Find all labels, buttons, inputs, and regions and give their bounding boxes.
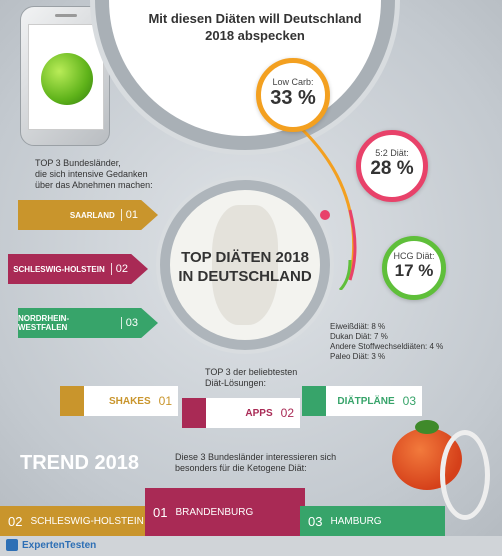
keto-state-3: 03 HAMBURG — [300, 506, 445, 536]
brand-icon — [6, 539, 18, 551]
solution-name: APPS — [245, 407, 273, 419]
keto-intro-line: Diese 3 Bundesländer interessieren sich — [175, 452, 337, 462]
bubble-value: 28 % — [370, 158, 414, 179]
other-diets: Eiweißdiät: 8 % Dukan Diät: 7 % Andere S… — [330, 322, 443, 362]
keto-num: 01 — [153, 504, 168, 520]
states-intro-line: über das Abnehmen machen: — [35, 180, 153, 190]
solution-num: 02 — [280, 406, 294, 420]
phone-screen — [28, 24, 104, 130]
bubble-label: HCG Diät: — [393, 251, 435, 261]
solutions-intro-line: TOP 3 der beliebtesten — [205, 367, 298, 377]
other-diet: Eiweißdiät: 8 % — [330, 322, 386, 331]
arc-dot — [320, 210, 330, 220]
states-intro-line: TOP 3 Bundesländer, — [35, 158, 121, 168]
phone-illustration — [20, 6, 110, 146]
state-arrow-1: SAARLAND 01 — [18, 200, 158, 230]
phone-speaker — [55, 14, 77, 17]
bubble-value: 17 % — [394, 261, 434, 280]
solution-shakes: SHAKES 01 — [60, 386, 178, 416]
bubble-label: 5:2 Diät: — [375, 148, 409, 158]
footer-bar — [0, 536, 502, 556]
states-intro: TOP 3 Bundesländer, die sich intensive G… — [35, 158, 153, 191]
state-name: SCHLESWIG-HOLSTEIN — [13, 264, 105, 274]
measuring-tape — [440, 430, 490, 520]
solution-name: SHAKES — [108, 395, 151, 407]
keto-intro: Diese 3 Bundesländer interessieren sich … — [175, 452, 336, 474]
solution-apps: APPS 02 — [182, 398, 300, 428]
states-intro-line: die sich intensive Gedanken — [35, 169, 148, 179]
solution-num: 03 — [402, 394, 416, 408]
solution-diaetplaene: DIÄTPLÄNE 03 — [302, 386, 422, 416]
brand-logo[interactable]: ExpertenTesten — [6, 539, 96, 551]
apple-image — [41, 53, 93, 105]
state-num: 03 — [120, 317, 138, 329]
tomato-stem — [415, 420, 439, 434]
state-num: 01 — [120, 209, 138, 221]
germany-map — [212, 205, 278, 325]
center-title-line: TOP DIÄTEN 2018 — [181, 249, 309, 266]
state-arrow-3: NORDRHEIN-WESTFALEN 03 — [18, 308, 158, 338]
solutions-intro-line: Diät-Lösungen: — [205, 378, 267, 388]
other-diet: Paleo Diät: 3 % — [330, 352, 386, 361]
keto-num: 03 — [308, 513, 323, 529]
solution-num: 01 — [158, 394, 172, 408]
keto-intro-line: besonders für die Ketogene Diät: — [175, 463, 307, 473]
arc-pink — [348, 209, 357, 281]
keto-name: SCHLESWIG-HOLSTEIN — [30, 515, 144, 527]
state-name: SAARLAND — [69, 210, 115, 220]
state-arrow-2: SCHLESWIG-HOLSTEIN 02 — [8, 254, 148, 284]
trend-title: TREND 2018 — [20, 452, 139, 474]
bubble-5-2: 5:2 Diät: 28 % — [356, 130, 428, 202]
center-title: TOP DIÄTEN 2018 IN DEUTSCHLAND — [170, 248, 320, 286]
keto-name: HAMBURG — [330, 515, 382, 527]
solution-name: DIÄTPLÄNE — [337, 395, 395, 407]
arc-green — [338, 259, 352, 290]
solutions-intro: TOP 3 der beliebtesten Diät-Lösungen: — [205, 367, 297, 389]
bubble-low-carb: Low Carb: 33 % — [256, 58, 330, 132]
other-diet: Andere Stoffwechseldiäten: 4 % — [330, 342, 444, 351]
state-name: NORDRHEIN-WESTFALEN — [18, 314, 70, 332]
keto-state-2: 02 SCHLESWIG-HOLSTEIN — [0, 506, 160, 536]
keto-num: 02 — [8, 513, 23, 529]
other-diet: Dukan Diät: 7 % — [330, 332, 388, 341]
headline: Mit diesen Diäten will Deutschland 2018 … — [148, 11, 362, 43]
bubble-label: Low Carb: — [272, 77, 314, 87]
brand-name: ExpertenTesten — [22, 539, 97, 551]
bubble-value: 33 % — [270, 87, 316, 109]
keto-state-1: 01 BRANDENBURG — [145, 488, 305, 536]
bubble-hcg: HCG Diät: 17 % — [382, 236, 446, 300]
center-title-line: IN DEUTSCHLAND — [178, 268, 312, 285]
keto-name: BRANDENBURG — [175, 506, 254, 518]
state-num: 02 — [110, 263, 128, 275]
